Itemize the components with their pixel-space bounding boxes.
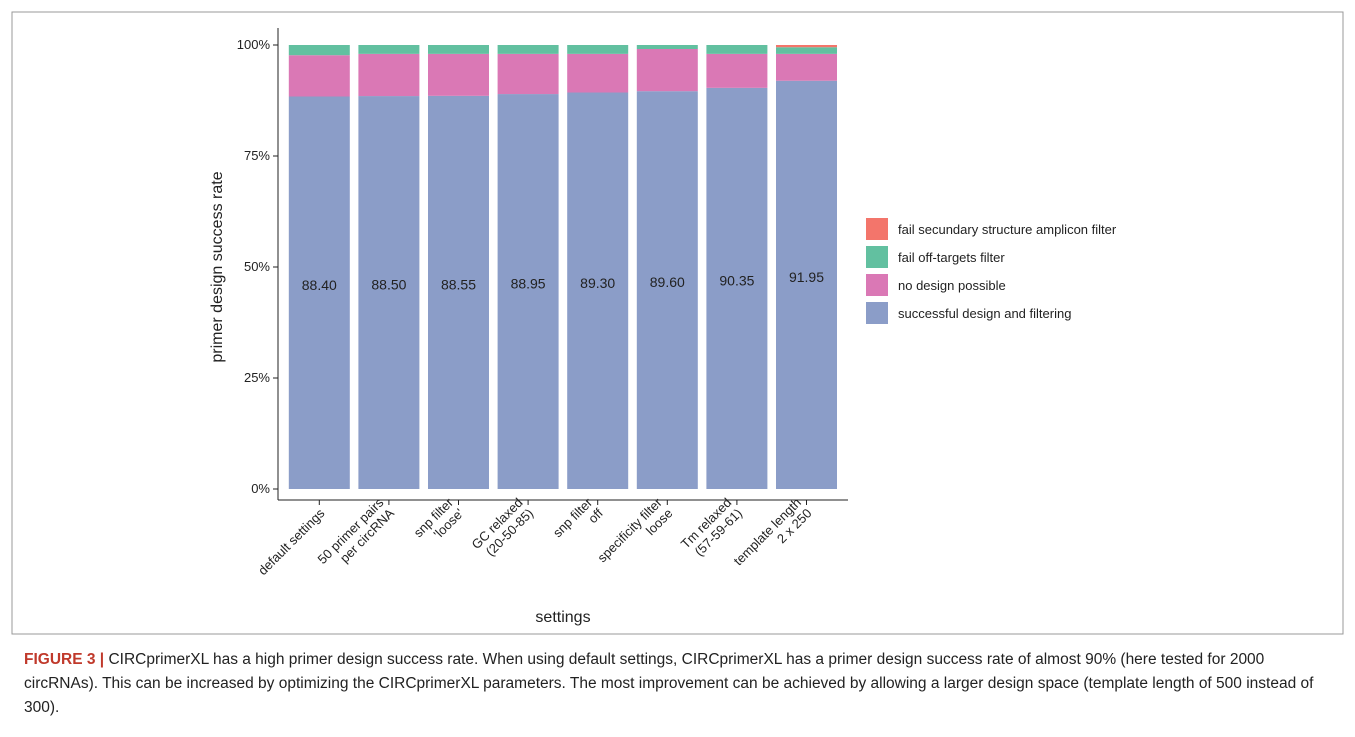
bar-segment (497, 45, 559, 54)
bar-segment (288, 55, 350, 97)
legend-swatch (866, 218, 888, 240)
bar-segment (776, 45, 837, 48)
value-label: 89.60 (650, 274, 685, 290)
caption-label: FIGURE 3 | (24, 651, 105, 668)
bar-segment (428, 45, 489, 54)
value-label: 88.55 (441, 276, 476, 292)
value-label: 89.30 (580, 275, 615, 291)
bar-segment (636, 91, 698, 490)
legend-swatch (866, 246, 888, 268)
x-tick-label: default settings (255, 505, 328, 578)
x-tick-label: GC relaxed(20-50-85) (469, 495, 537, 563)
legend-swatch (866, 274, 888, 296)
y-tick-label: 75% (244, 148, 270, 163)
bar-segment (706, 45, 768, 54)
bar-segment (358, 96, 420, 489)
x-tick-label: specificity filterloose (594, 494, 675, 575)
bar-segment (428, 53, 489, 96)
bar-segment (567, 92, 629, 490)
bar-segment (358, 45, 420, 54)
bar-segment (358, 53, 420, 97)
bar-segment (706, 53, 768, 88)
bar-segment (428, 95, 489, 489)
x-tick-label-line: default settings (255, 505, 328, 578)
bar-segment (567, 53, 629, 93)
y-tick-label: 25% (244, 370, 270, 385)
bar-segment (288, 45, 350, 56)
y-tick-label: 0% (251, 481, 270, 496)
x-axis-title: settings (535, 609, 590, 626)
value-label: 90.35 (719, 272, 754, 288)
bar-segment (497, 94, 559, 489)
figure-border (11, 11, 1344, 635)
bar-segment (636, 48, 698, 92)
value-label: 91.95 (789, 269, 824, 285)
bar-segment (497, 53, 559, 95)
legend-label: fail secundary structure amplicon filter (898, 222, 1117, 237)
caption: FIGURE 3 | CIRCprimerXL has a high prime… (24, 648, 1334, 720)
value-label: 88.40 (302, 277, 337, 293)
legend-label: no design possible (898, 278, 1006, 293)
bar-segment (776, 47, 837, 54)
legend-label: fail off-targets filter (898, 250, 1005, 265)
x-tick-label: template length2 x 250 (731, 495, 815, 579)
bar-segment (776, 53, 837, 81)
bar-segment (288, 96, 350, 489)
x-tick-label: 50 primer pairsper circRNA (314, 495, 397, 578)
figure: primer design success rate settings 0% 25… (11, 11, 1344, 635)
value-label: 88.50 (371, 277, 406, 293)
legend-swatch (866, 302, 888, 324)
bar-segment (706, 87, 768, 489)
bar-segment (776, 80, 837, 489)
caption-text: CIRCprimerXL has a high primer design su… (24, 651, 1314, 716)
y-axis-title: primer design success rate (209, 171, 226, 362)
value-label: 88.95 (511, 276, 546, 292)
y-tick-label: 100% (237, 37, 271, 52)
y-tick-label: 50% (244, 259, 270, 274)
bar-segment (567, 45, 629, 54)
bar-segment (636, 45, 698, 49)
legend-label: successful design and filtering (898, 306, 1071, 321)
